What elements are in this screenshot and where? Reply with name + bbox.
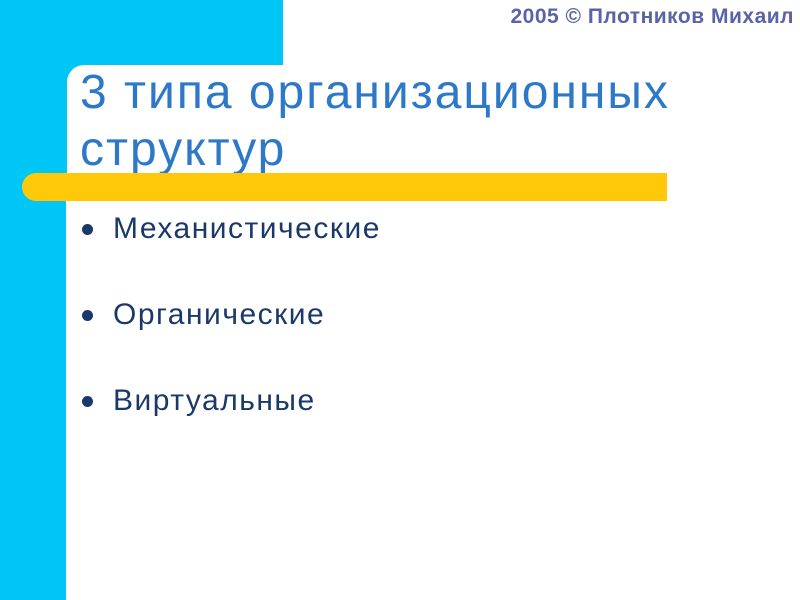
bullet-label: Виртуальные bbox=[113, 384, 316, 417]
bullet-label: Органические bbox=[113, 298, 326, 331]
list-item: Механистические bbox=[80, 211, 740, 247]
page-title: 3 типа организационных структур bbox=[80, 66, 670, 176]
accent-bar-left bbox=[0, 0, 66, 600]
copyright-text: 2005 © Плотников Михаил bbox=[510, 5, 794, 28]
bullet-dot-icon bbox=[82, 395, 93, 407]
title-underline-bar bbox=[22, 173, 667, 201]
content-panel bbox=[67, 65, 800, 600]
bullet-label: Механистические bbox=[113, 212, 381, 245]
bullet-list: Механистические Органические Виртуальные bbox=[80, 211, 740, 469]
bullet-dot-icon bbox=[82, 223, 93, 235]
bullet-dot-icon bbox=[82, 309, 93, 321]
list-item: Органические bbox=[80, 297, 740, 333]
list-item: Виртуальные bbox=[80, 383, 740, 419]
